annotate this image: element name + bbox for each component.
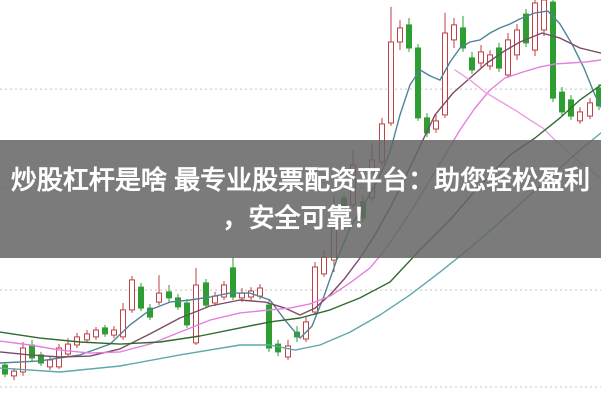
headline-overlay-band: 炒股杠杆是啥 最专业股票配资平台：助您轻松盈利 ，安全可靠！	[0, 140, 601, 258]
headline-line-1: 炒股杠杆是啥 最专业股票配资平台：助您轻松盈利	[10, 165, 591, 195]
headline-line-2: ，安全可靠！	[222, 203, 379, 233]
